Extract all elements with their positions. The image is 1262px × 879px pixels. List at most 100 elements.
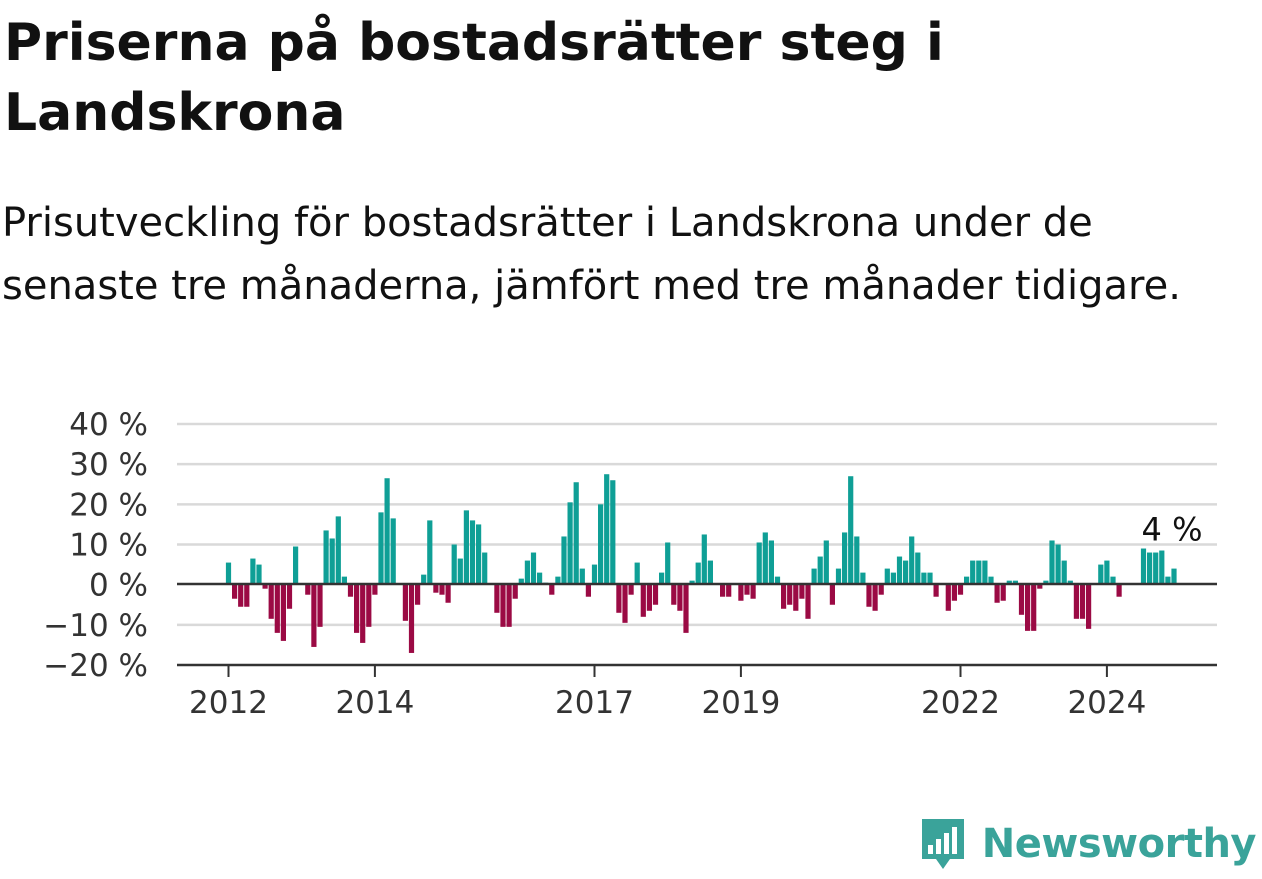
bar xyxy=(439,584,445,595)
bar xyxy=(561,536,567,585)
bar xyxy=(1000,584,1006,601)
bar xyxy=(579,568,585,585)
bar xyxy=(354,584,360,633)
bar xyxy=(293,546,299,585)
bar xyxy=(787,584,793,605)
bar xyxy=(817,556,823,585)
bar xyxy=(317,584,323,627)
bar xyxy=(1086,584,1092,629)
bar xyxy=(463,510,469,585)
bar xyxy=(970,560,976,585)
bar xyxy=(848,476,854,585)
bar xyxy=(1159,550,1165,585)
chart-subtitle: Prisutveckling för bostadsrätter i Lands… xyxy=(2,200,1181,309)
bar xyxy=(927,572,933,585)
bar xyxy=(671,584,677,605)
bar xyxy=(433,584,439,593)
y-tick-label: −10 % xyxy=(43,608,148,644)
bar xyxy=(976,560,982,585)
bar xyxy=(1049,540,1055,585)
bar xyxy=(347,584,354,597)
bar xyxy=(616,584,622,613)
bar xyxy=(610,480,616,585)
bar xyxy=(585,584,591,597)
bar xyxy=(738,584,744,601)
y-tick-label: 30 % xyxy=(69,447,148,483)
bar xyxy=(598,504,604,585)
bars xyxy=(225,474,1177,653)
bar xyxy=(408,584,415,653)
bar xyxy=(896,556,903,585)
bar xyxy=(835,568,842,585)
bar xyxy=(915,552,921,585)
bar xyxy=(1018,584,1025,615)
bar xyxy=(750,584,756,599)
bar xyxy=(262,584,268,589)
bar xyxy=(659,572,665,585)
bar xyxy=(518,578,524,585)
bar xyxy=(860,572,866,585)
bar xyxy=(250,558,256,585)
bar xyxy=(280,584,286,641)
bar xyxy=(360,584,366,643)
brand-name: Newsworthy xyxy=(981,821,1257,867)
bar xyxy=(878,584,884,595)
bar xyxy=(530,552,537,585)
bar xyxy=(1153,552,1159,585)
bar xyxy=(622,584,628,623)
bar xyxy=(1025,584,1031,631)
y-tick-label: 0 % xyxy=(89,568,148,604)
bar xyxy=(402,584,408,621)
bar xyxy=(799,584,805,599)
bar xyxy=(1079,584,1086,619)
bar xyxy=(1006,580,1012,585)
bar xyxy=(945,584,951,611)
bar xyxy=(256,564,262,585)
bar xyxy=(482,552,488,585)
bar xyxy=(1067,580,1073,585)
bar xyxy=(890,572,896,585)
bar xyxy=(524,560,530,585)
bar xyxy=(451,544,457,585)
bar xyxy=(268,584,274,619)
bar xyxy=(707,560,713,585)
bar xyxy=(378,512,384,585)
bar xyxy=(512,584,518,599)
bar xyxy=(1031,584,1037,631)
bar xyxy=(957,584,964,595)
bar xyxy=(701,534,707,585)
bar xyxy=(982,560,988,585)
bar xyxy=(793,584,799,611)
bar xyxy=(494,584,500,613)
bar xyxy=(756,542,762,585)
bar xyxy=(634,562,640,585)
bar xyxy=(872,584,878,611)
bar xyxy=(506,584,512,627)
x-tick-label: 2024 xyxy=(1067,685,1146,721)
bar xyxy=(1140,548,1147,585)
bar xyxy=(274,584,280,633)
bar xyxy=(854,536,860,585)
x-tick-label: 2012 xyxy=(189,685,268,721)
bar xyxy=(1165,576,1171,585)
bar xyxy=(537,572,543,585)
bar xyxy=(866,584,872,607)
bar xyxy=(774,576,781,585)
bar xyxy=(415,584,421,605)
x-tick-label: 2014 xyxy=(335,685,414,721)
bar xyxy=(1171,568,1177,585)
bar xyxy=(604,474,610,585)
bar xyxy=(805,584,811,619)
bar xyxy=(469,520,476,585)
bar xyxy=(372,584,378,595)
bar xyxy=(665,542,671,585)
bar xyxy=(311,584,317,647)
bar xyxy=(829,584,835,605)
bar xyxy=(366,584,372,627)
bar xyxy=(726,584,732,597)
bar xyxy=(768,540,774,585)
bar xyxy=(1073,584,1079,619)
bar xyxy=(646,584,652,611)
bar xyxy=(744,584,750,595)
bar xyxy=(225,562,232,585)
